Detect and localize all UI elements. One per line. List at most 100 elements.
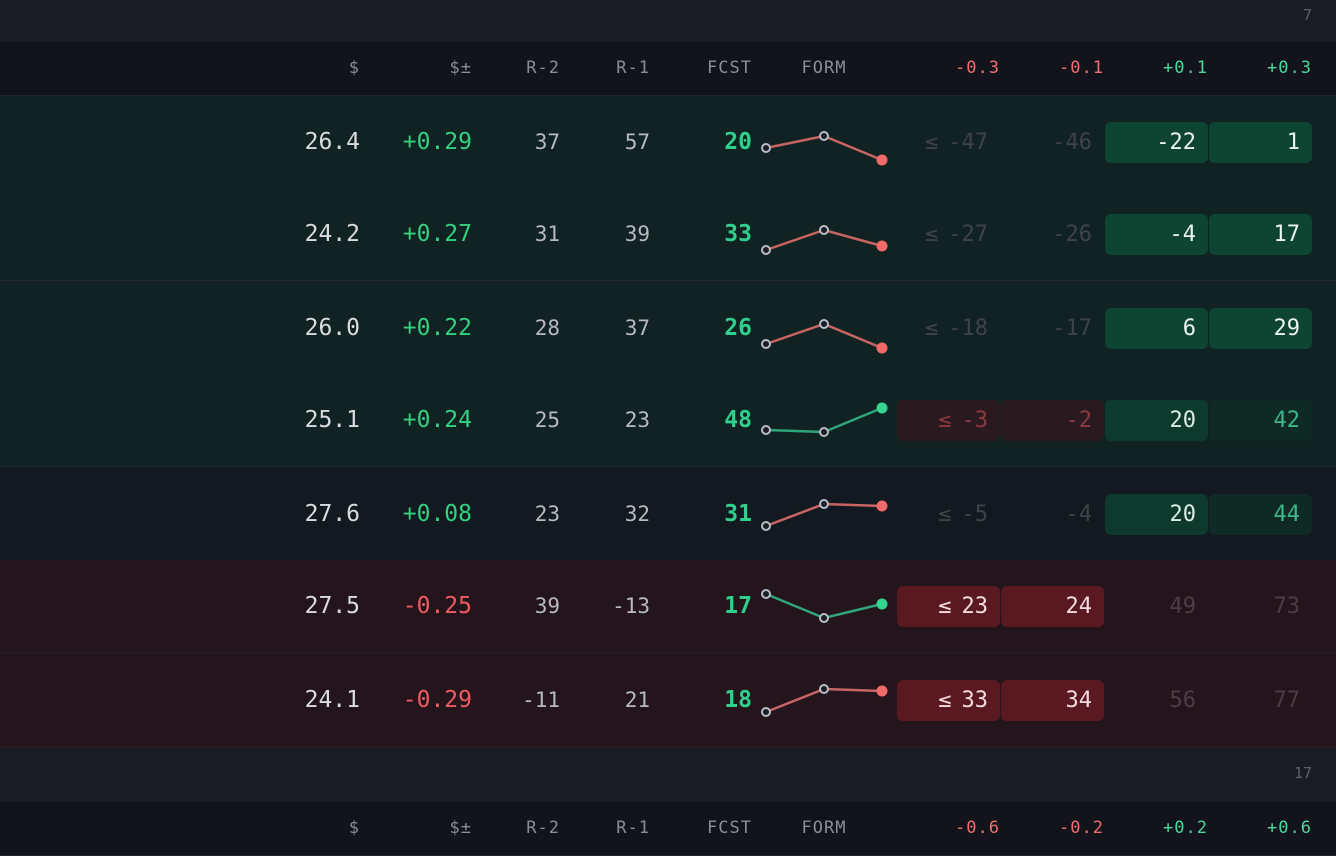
threshold-value: 23 [961, 594, 989, 619]
threshold-cell-2[interactable]: -17 [1001, 308, 1104, 349]
threshold-cell-3[interactable]: 6 [1105, 308, 1208, 349]
threshold-cell-1[interactable]: ≤ -47 [897, 122, 1000, 163]
threshold-cell-1[interactable]: ≤ -27 [897, 214, 1000, 255]
col-form[interactable]: FORM [801, 58, 847, 78]
form-latest-point [876, 154, 888, 166]
threshold-cell-4[interactable]: 17 [1209, 214, 1312, 255]
threshold-cell-4[interactable]: 44 [1209, 494, 1312, 535]
le-symbol: ≤ [925, 222, 939, 247]
group-bar[interactable]: 7 [0, 0, 1336, 43]
col-change[interactable]: $± [449, 58, 472, 78]
table-row[interactable]: 25.1 +0.24 25 23 48 ≤ -3 -2 20 42 [0, 374, 1336, 467]
change-cell: +0.22 [402, 315, 472, 341]
table-header: $ $± R-2 R-1 FCST FORM -0.3 -0.1 +0.1 +0… [0, 42, 1336, 96]
change-cell: +0.27 [402, 221, 472, 247]
threshold-cell-3[interactable]: 20 [1105, 494, 1208, 535]
price-cell: 27.5 [304, 593, 360, 619]
r1-cell: -13 [612, 594, 650, 618]
price-cell: 27.6 [304, 501, 360, 527]
r2-cell: 23 [534, 502, 560, 526]
le-symbol: ≤ [938, 594, 952, 619]
threshold-cell-4[interactable]: 1 [1209, 122, 1312, 163]
form-latest-point [876, 598, 888, 610]
threshold-cell-1[interactable]: ≤ -5 [897, 494, 1000, 535]
form-point [761, 589, 771, 599]
col-r1[interactable]: R-1 [616, 818, 650, 838]
threshold-cell-3[interactable]: -22 [1105, 122, 1208, 163]
threshold-cell-3[interactable]: -4 [1105, 214, 1208, 255]
table-row[interactable]: 27.5 -0.25 39 -13 17 ≤23 24 49 73 [0, 560, 1336, 653]
threshold-value: 73 [1273, 594, 1301, 619]
threshold-cell-4[interactable]: 77 [1209, 680, 1312, 721]
col-change[interactable]: $± [449, 818, 472, 838]
price-cell: 25.1 [304, 407, 360, 433]
col-form[interactable]: FORM [801, 818, 847, 838]
form-point [761, 425, 771, 435]
group-count: 7 [1302, 6, 1312, 24]
threshold-value: 24 [1065, 594, 1093, 619]
fcst-cell: 26 [724, 315, 752, 341]
threshold-cell-1[interactable]: ≤ -18 [897, 308, 1000, 349]
col-r1[interactable]: R-1 [616, 58, 650, 78]
col-fcst[interactable]: FCST [707, 818, 752, 838]
threshold-value: 44 [1273, 502, 1301, 527]
col-r2[interactable]: R-2 [526, 818, 560, 838]
col-threshold-1[interactable]: -0.3 [955, 58, 1000, 78]
col-threshold-3[interactable]: +0.1 [1163, 58, 1208, 78]
fcst-cell: 33 [724, 221, 752, 247]
threshold-cell-4[interactable]: 42 [1209, 400, 1312, 441]
form-point [761, 245, 771, 255]
table-row[interactable]: 26.4 +0.29 37 57 20 ≤ -47 -46 -22 1 [0, 96, 1336, 189]
col-threshold-4[interactable]: +0.3 [1267, 58, 1312, 78]
threshold-value: -22 [1156, 130, 1196, 155]
group-bar[interactable]: 17 [0, 747, 1336, 803]
col-threshold-2[interactable]: -0.1 [1059, 58, 1104, 78]
threshold-cell-1[interactable]: ≤23 [897, 586, 1000, 627]
r1-cell: 32 [624, 502, 650, 526]
threshold-value: 56 [1169, 688, 1197, 713]
threshold-cell-3[interactable]: 49 [1105, 586, 1208, 627]
table-row[interactable]: 24.2 +0.27 31 39 33 ≤ -27 -26 -4 17 [0, 188, 1336, 281]
table-row[interactable]: 27.6 +0.08 23 32 31 ≤ -5 -4 20 44 [0, 468, 1336, 561]
form-point [761, 707, 771, 717]
fcst-cell: 17 [724, 593, 752, 619]
col-price[interactable]: $ [348, 58, 360, 78]
col-fcst[interactable]: FCST [707, 58, 752, 78]
threshold-cell-2[interactable]: -26 [1001, 214, 1104, 255]
col-threshold-2[interactable]: -0.2 [1059, 818, 1104, 838]
threshold-cell-1[interactable]: ≤33 [897, 680, 1000, 721]
threshold-cell-1[interactable]: ≤ -3 [897, 400, 1000, 441]
form-point [819, 613, 829, 623]
threshold-cell-3[interactable]: 20 [1105, 400, 1208, 441]
form-latest-point [876, 500, 888, 512]
threshold-value: -27 [948, 222, 988, 247]
threshold-cell-2[interactable]: -46 [1001, 122, 1104, 163]
table-row[interactable]: 26.0 +0.22 28 37 26 ≤ -18 -17 6 29 [0, 282, 1336, 375]
table-row[interactable]: 24.1 -0.29 -11 21 18 ≤33 34 56 77 [0, 654, 1336, 747]
threshold-value: -4 [1169, 222, 1197, 247]
r2-cell: 25 [534, 408, 560, 432]
form-point [761, 521, 771, 531]
col-price[interactable]: $ [348, 818, 360, 838]
col-threshold-4[interactable]: +0.6 [1267, 818, 1312, 838]
col-threshold-1[interactable]: -0.6 [955, 818, 1000, 838]
form-point [761, 143, 771, 153]
threshold-cell-3[interactable]: 56 [1105, 680, 1208, 721]
threshold-cell-4[interactable]: 73 [1209, 586, 1312, 627]
form-sparkline [761, 684, 888, 717]
threshold-cell-2[interactable]: 34 [1001, 680, 1104, 721]
threshold-value: 1 [1286, 130, 1300, 155]
col-threshold-3[interactable]: +0.2 [1163, 818, 1208, 838]
col-r2[interactable]: R-2 [526, 58, 560, 78]
form-sparkline [761, 225, 888, 255]
threshold-cell-2[interactable]: -2 [1001, 400, 1104, 441]
form-latest-point [876, 342, 888, 354]
le-symbol: ≤ [938, 502, 952, 527]
change-cell: +0.08 [402, 501, 472, 527]
threshold-cell-2[interactable]: -4 [1001, 494, 1104, 535]
threshold-cell-2[interactable]: 24 [1001, 586, 1104, 627]
threshold-value: -26 [1052, 222, 1092, 247]
threshold-cell-4[interactable]: 29 [1209, 308, 1312, 349]
form-latest-point [876, 685, 888, 697]
threshold-value: 42 [1273, 408, 1301, 433]
